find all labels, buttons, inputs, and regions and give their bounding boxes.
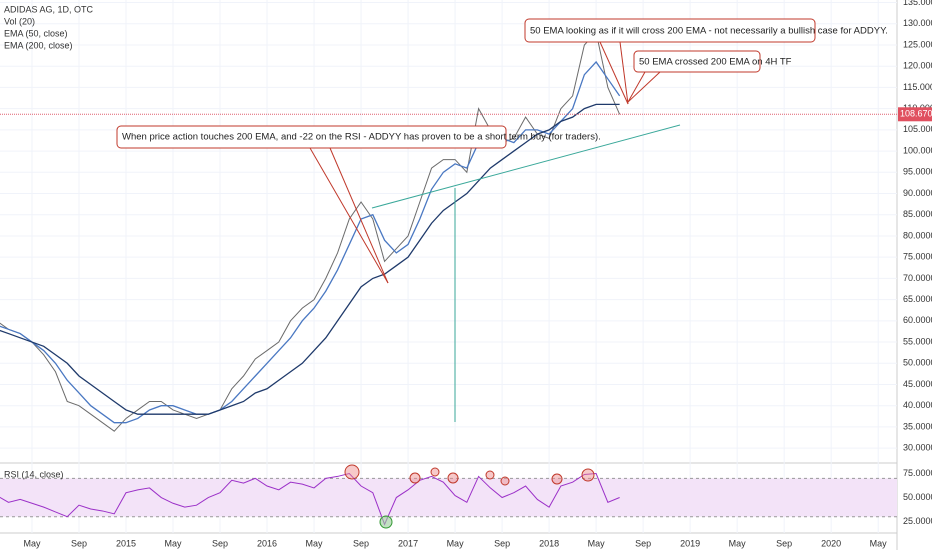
trend-line xyxy=(371,124,681,209)
x-tick-label: May xyxy=(588,538,606,548)
x-tick-label: Sep xyxy=(494,538,510,548)
rsi-highlights xyxy=(344,464,595,486)
rsi-title: RSI (14, close) xyxy=(4,469,64,479)
x-tick-label: Sep xyxy=(353,538,369,548)
y-tick-label: 120.0000 xyxy=(903,61,932,71)
y-tick-label: 65.0000 xyxy=(903,294,932,304)
last-price-label: 108.6700 xyxy=(900,109,932,119)
rsi-band xyxy=(0,478,897,517)
x-tick-label: May xyxy=(729,538,747,548)
y-tick-label: 40.0000 xyxy=(903,400,932,410)
y-tick-label: 30.0000 xyxy=(903,443,932,453)
y-tick-label: 135.0000 xyxy=(903,0,932,7)
legend-entry: Vol (20) xyxy=(4,16,35,26)
series-line xyxy=(0,103,620,415)
x-tick-label: May xyxy=(164,538,182,548)
x-tick-label: 2017 xyxy=(398,538,418,548)
plot xyxy=(0,31,621,526)
x-tick-label: May xyxy=(306,538,324,548)
callout: When price action touches 200 EMA, and -… xyxy=(116,125,601,284)
y-tick-label: 50.0000 xyxy=(903,492,932,502)
x-tick-label: 2020 xyxy=(821,538,841,548)
last-price-tag xyxy=(898,107,932,122)
x-tick-label: Sep xyxy=(71,538,87,548)
y-tick-label: 95.0000 xyxy=(903,167,932,177)
callout: 50 EMA looking as if it will cross 200 E… xyxy=(524,18,888,105)
y-tick-label: 90.0000 xyxy=(903,188,932,198)
legend-entry: EMA (50, close) xyxy=(4,28,68,38)
y-tick-label: 130.0000 xyxy=(903,18,932,28)
x-tick-label: May xyxy=(447,538,465,548)
x-tick-label: Sep xyxy=(635,538,651,548)
callout: 50 EMA crossed 200 EMA on 4H TF xyxy=(627,50,792,103)
series-line xyxy=(0,60,621,424)
y-tick-label: 70.0000 xyxy=(903,273,932,283)
legend-entry: EMA (200, close) xyxy=(4,40,73,50)
y-tick-label: 75.0000 xyxy=(903,468,932,478)
y-tick-label: 85.0000 xyxy=(903,209,932,219)
y-tick-label: 105.0000 xyxy=(903,124,932,134)
annotation: When price action touches 200 EMA, and -… xyxy=(122,132,601,143)
y-tick-label: 35.0000 xyxy=(903,421,932,431)
y-tick-label: 45.0000 xyxy=(903,379,932,389)
grid xyxy=(0,0,897,533)
y-tick-label: 115.0000 xyxy=(903,82,932,92)
x-tick-label: 2019 xyxy=(680,538,700,548)
y-tick-label: 55.0000 xyxy=(903,336,932,346)
x-tick-label: Sep xyxy=(212,538,228,548)
y-tick-label: 100.0000 xyxy=(903,145,932,155)
x-tick-label: 2015 xyxy=(116,538,136,548)
series-line xyxy=(0,31,621,432)
y-tick-label: 60.0000 xyxy=(903,315,932,325)
x-tick-label: 2018 xyxy=(539,538,559,548)
y-tick-label: 75.0000 xyxy=(903,252,932,262)
x-tick-label: 2016 xyxy=(257,538,277,548)
series-line xyxy=(0,472,620,526)
annotation: 50 EMA looking as if it will cross 200 E… xyxy=(530,26,888,37)
y-tick-label: 25.0000 xyxy=(903,516,932,526)
x-tick-label: May xyxy=(23,538,41,548)
x-tick-label: Sep xyxy=(776,538,792,548)
rsi-highlight xyxy=(379,515,393,529)
y-tick-label: 50.0000 xyxy=(903,358,932,368)
chart-title: ADIDAS AG, 1D, OTC xyxy=(4,4,94,14)
y-tick-label: 80.0000 xyxy=(903,230,932,240)
annotation: 50 EMA crossed 200 EMA on 4H TF xyxy=(639,57,792,68)
y-tick-label: 125.0000 xyxy=(903,39,932,49)
x-tick-label: May xyxy=(870,538,888,548)
